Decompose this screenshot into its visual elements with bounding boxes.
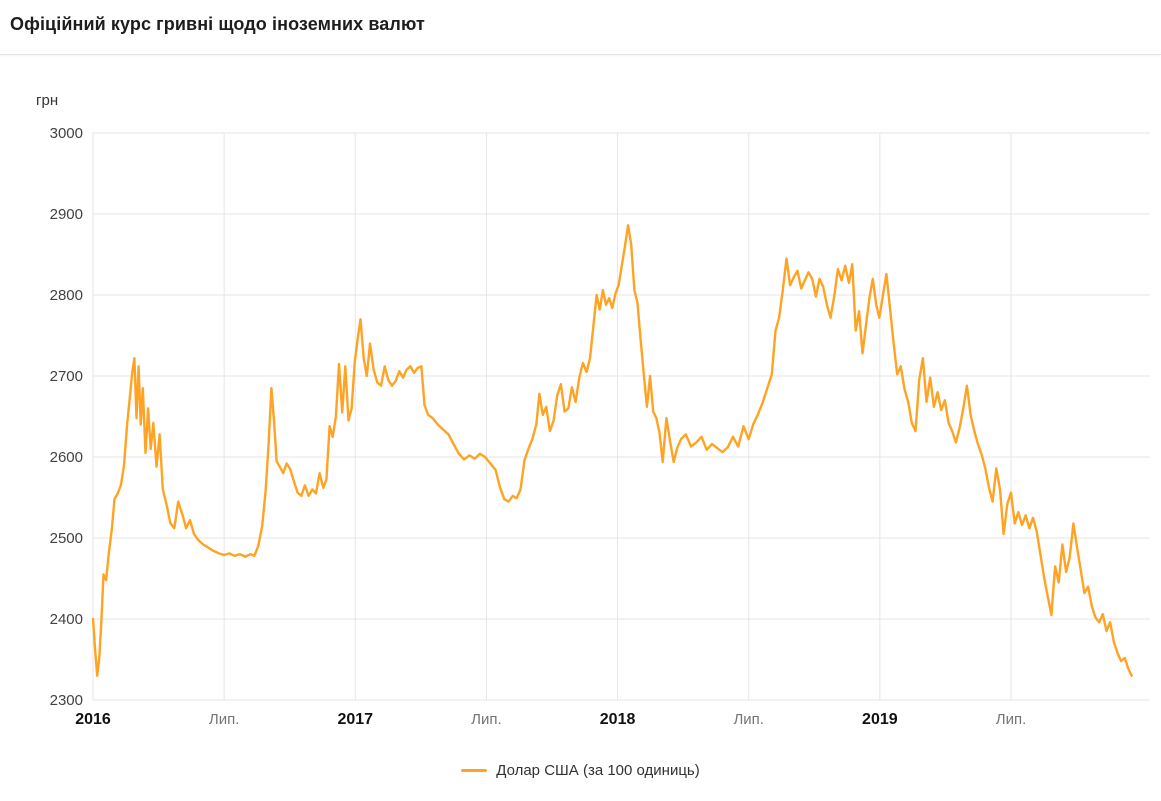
page-title: Офіційний курс гривні щодо іноземних вал… [10, 14, 425, 34]
x-axis-tick-label: Лип. [471, 711, 502, 728]
y-axis-tick-label: 2300 [50, 692, 83, 709]
page-header: Офіційний курс гривні щодо іноземних вал… [0, 0, 1161, 55]
x-axis-tick-label: 2019 [862, 711, 898, 728]
y-axis-tick-label: 2600 [50, 449, 83, 466]
x-axis-tick-label: Лип. [733, 711, 764, 728]
x-axis-tick-label: Лип. [209, 711, 240, 728]
x-axis-tick-label: Лип. [996, 711, 1027, 728]
legend-series-label: Долар США (за 100 одиниць) [496, 762, 700, 779]
y-axis-tick-label: 2400 [50, 611, 83, 628]
x-axis-tick-label: 2018 [600, 711, 636, 728]
y-axis-unit-label: грн [36, 92, 59, 109]
y-axis-tick-label: 2900 [50, 206, 83, 223]
y-axis-tick-label: 2800 [50, 287, 83, 304]
y-axis-tick-label: 3000 [50, 125, 83, 142]
x-axis-tick-label: 2016 [75, 711, 111, 728]
chart-legend[interactable]: Долар США (за 100 одиниць) [0, 762, 1161, 779]
x-axis-tick-label: 2017 [337, 711, 373, 728]
y-axis-tick-label: 2500 [50, 530, 83, 547]
y-axis-tick-label: 2700 [50, 368, 83, 385]
legend-line-swatch [461, 769, 488, 772]
series-line-usd[interactable] [91, 224, 1133, 677]
